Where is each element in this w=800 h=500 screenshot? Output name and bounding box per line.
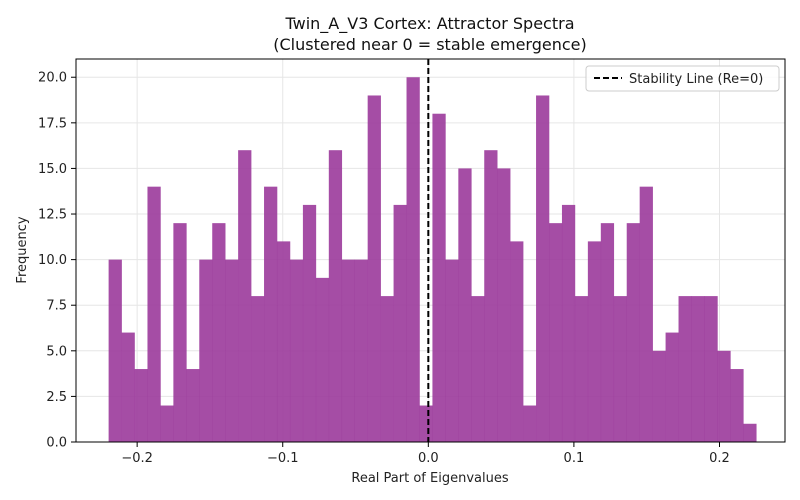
histogram-bar	[484, 150, 498, 442]
histogram-bar	[302, 204, 317, 442]
histogram-bar	[561, 204, 576, 442]
histogram-bar	[549, 223, 563, 442]
histogram-bar	[536, 95, 550, 442]
histogram-bar	[678, 296, 692, 442]
histogram-bar	[652, 350, 666, 442]
histogram-bar	[354, 259, 368, 442]
y-tick-label: 20.0	[38, 71, 67, 86]
y-axis-label: Frequency	[15, 216, 30, 283]
histogram-bar	[212, 223, 226, 442]
histogram-bar	[471, 296, 485, 442]
chart-subtitle: (Clustered near 0 = stable emergence)	[273, 35, 587, 54]
histogram-bar	[186, 369, 200, 442]
histogram-bar	[445, 259, 459, 442]
histogram-bar	[380, 296, 394, 442]
y-tick-label: 17.5	[38, 116, 67, 131]
y-tick-label: 12.5	[38, 208, 67, 223]
histogram-bar	[665, 332, 679, 442]
histogram-bar	[639, 186, 653, 442]
y-tick-label: 2.5	[46, 390, 67, 405]
histogram-bar	[600, 223, 615, 442]
histogram-bar	[264, 186, 278, 442]
y-tick-label: 5.0	[46, 344, 67, 359]
histogram-bar	[160, 405, 174, 442]
histogram-bar	[276, 241, 291, 442]
histogram-bar	[704, 296, 718, 442]
histogram-bar	[497, 168, 511, 442]
legend: Stability Line (Re=0)	[585, 65, 780, 92]
histogram-bar	[147, 186, 161, 442]
histogram-bar	[393, 204, 407, 442]
histogram-bar	[717, 350, 731, 442]
x-tick-label: 0.0	[418, 451, 439, 466]
x-tick-label: 0.1	[564, 451, 585, 466]
histogram-bar	[238, 150, 252, 442]
bars-layer	[108, 77, 757, 442]
histogram-bar	[251, 296, 265, 442]
plot-frame	[75, 58, 786, 443]
histogram-bar	[458, 168, 472, 442]
chart-title: Twin_A_V3 Cortex: Attractor Spectra	[285, 14, 575, 34]
histogram-bar	[315, 277, 330, 442]
histogram-bar	[743, 423, 757, 442]
histogram-bar	[613, 296, 628, 442]
histogram-bar	[691, 296, 705, 442]
histogram-bar	[406, 77, 420, 442]
histogram-bar	[587, 241, 602, 442]
histogram-bar	[523, 405, 537, 442]
histogram-bar	[510, 241, 524, 442]
x-tick-label: −0.1	[267, 451, 299, 466]
x-axis-label: Real Part of Eigenvalues	[351, 471, 508, 486]
y-axis-ticks: 0.0 2.5 5.0 7.5 10.0 12.5 15.0 17.5 20.0	[38, 71, 76, 451]
histogram-bar	[432, 113, 446, 442]
histogram-bar	[626, 223, 640, 442]
legend-entry-label: Stability Line (Re=0)	[629, 72, 763, 87]
histogram-bar	[289, 259, 304, 442]
x-tick-label: −0.2	[121, 451, 153, 466]
histogram-bar	[341, 259, 356, 442]
histogram-bar	[134, 369, 148, 442]
x-axis-ticks: −0.2 −0.1 0.0 0.1 0.2	[121, 442, 730, 466]
legend-box	[585, 65, 780, 92]
histogram-bar	[730, 369, 744, 442]
y-tick-label: 10.0	[38, 253, 67, 268]
histogram-bar	[328, 150, 343, 442]
histogram-bar	[574, 296, 589, 442]
y-tick-label: 7.5	[46, 299, 67, 314]
histogram-bar	[225, 259, 239, 442]
histogram-bar	[419, 405, 433, 442]
histogram-bar	[173, 223, 187, 442]
y-tick-label: 15.0	[38, 162, 67, 177]
histogram-bar	[199, 259, 213, 442]
y-tick-label: 0.0	[46, 436, 67, 451]
x-tick-label: 0.2	[709, 451, 730, 466]
histogram-bar	[108, 259, 122, 442]
histogram-bar	[367, 95, 381, 442]
histogram-bar	[121, 332, 135, 442]
